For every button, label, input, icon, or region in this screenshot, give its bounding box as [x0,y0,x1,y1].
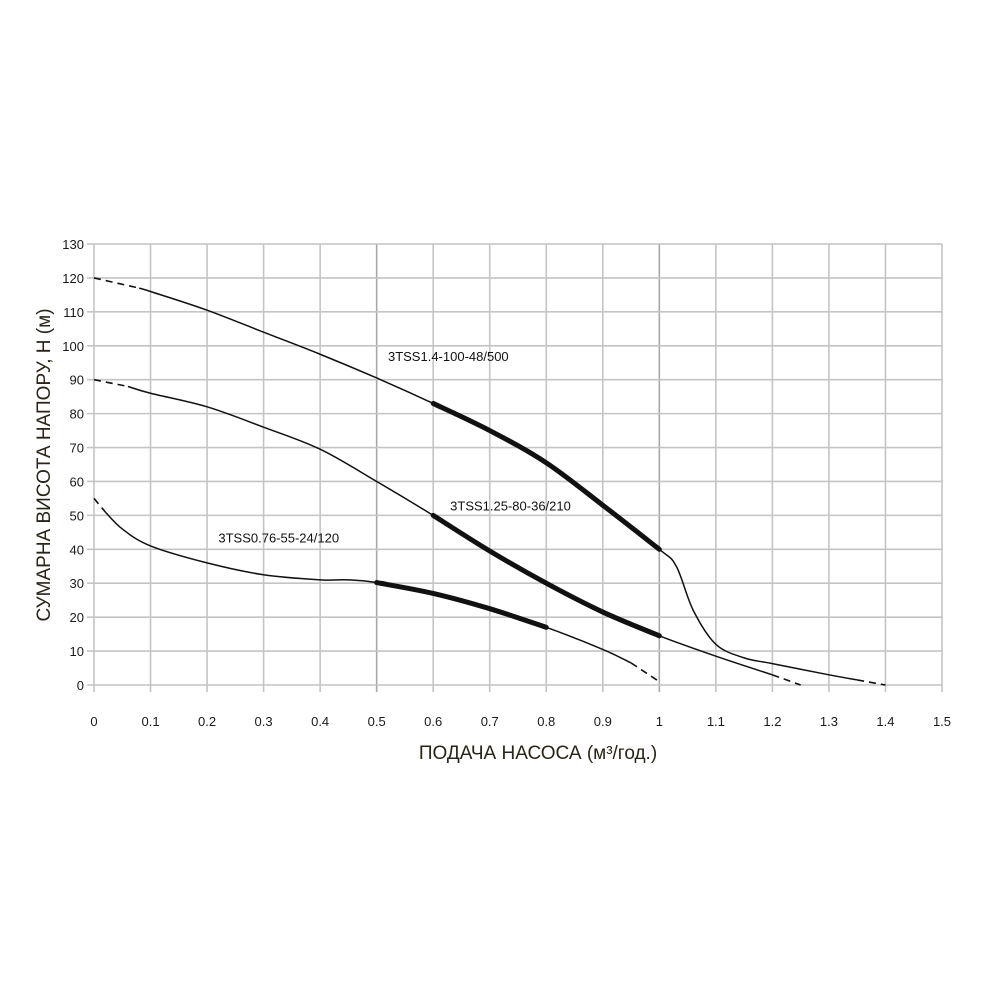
recommended-operating-range [430,400,662,552]
y-tick-label: 20 [70,610,84,625]
x-tick-label: 0.8 [537,714,555,729]
x-tick-label: 0.4 [311,714,329,729]
pump-curves [93,277,886,686]
x-tick-label: 1.1 [707,714,725,729]
x-tick-label: 0.5 [368,714,386,729]
x-tick-label: 0 [90,714,97,729]
y-tick-label: 0 [77,678,84,693]
curve-label: 3TSS1.25-80-36/210 [450,498,571,513]
y-axis-title: СУМАРНА ВИСОТА НАПОРУ, Н (м) [34,308,55,621]
x-tick-label: 0.3 [255,714,273,729]
x-tick-label: 1.5 [933,714,951,729]
x-tick-label: 0.1 [141,714,159,729]
y-tick-label: 60 [70,474,84,489]
y-tick-label: 50 [70,508,84,523]
y-tick-label: 30 [70,576,84,591]
pump-curve [93,378,801,686]
curve-label: 3TSS1.4-100-48/500 [388,349,509,364]
y-tick-label: 120 [62,271,84,286]
y-tick-label: 10 [70,644,84,659]
x-tick-label: 0.7 [481,714,499,729]
y-tick-label: 130 [62,237,84,252]
y-tick-label: 90 [70,373,84,388]
x-tick-label: 0.2 [198,714,216,729]
recommended-operating-range [430,512,662,639]
curve-label: 3TSS0.76-55-24/120 [218,531,339,546]
y-tick-label: 110 [63,305,84,320]
x-axis-title: ПОДАЧА НАСОСА (м³/год.) [419,743,657,764]
y-tick-label: 80 [70,407,84,422]
curve-labels: 3TSS1.4-100-48/500 3TSS1.25-80-36/210 3TSS… [218,349,570,545]
x-tick-label: 0.9 [594,714,612,729]
grid-lines [87,243,943,692]
y-tick-label: 40 [70,542,84,557]
x-tick-label: 1.3 [820,714,838,729]
pump-curve [93,497,660,683]
x-axis-ticks: 0 0.1 0.2 0.3 0.4 0.5 0.6 0.7 0.8 0.9 1 1.1 1.2 1.3 1.… [90,714,951,729]
y-axis-ticks: 0 10 20 30 40 50 60 70 80 90 100 110 120 130 [62,237,84,693]
y-tick-label: 100 [62,339,84,354]
x-tick-label: 0.6 [424,714,442,729]
x-tick-label: 1.4 [876,714,894,729]
pump-curve [93,277,886,686]
y-tick-label: 70 [70,441,84,456]
x-tick-label: 1 [656,714,663,729]
x-tick-label: 1.2 [763,714,781,729]
recommended-operating-range [374,580,549,630]
